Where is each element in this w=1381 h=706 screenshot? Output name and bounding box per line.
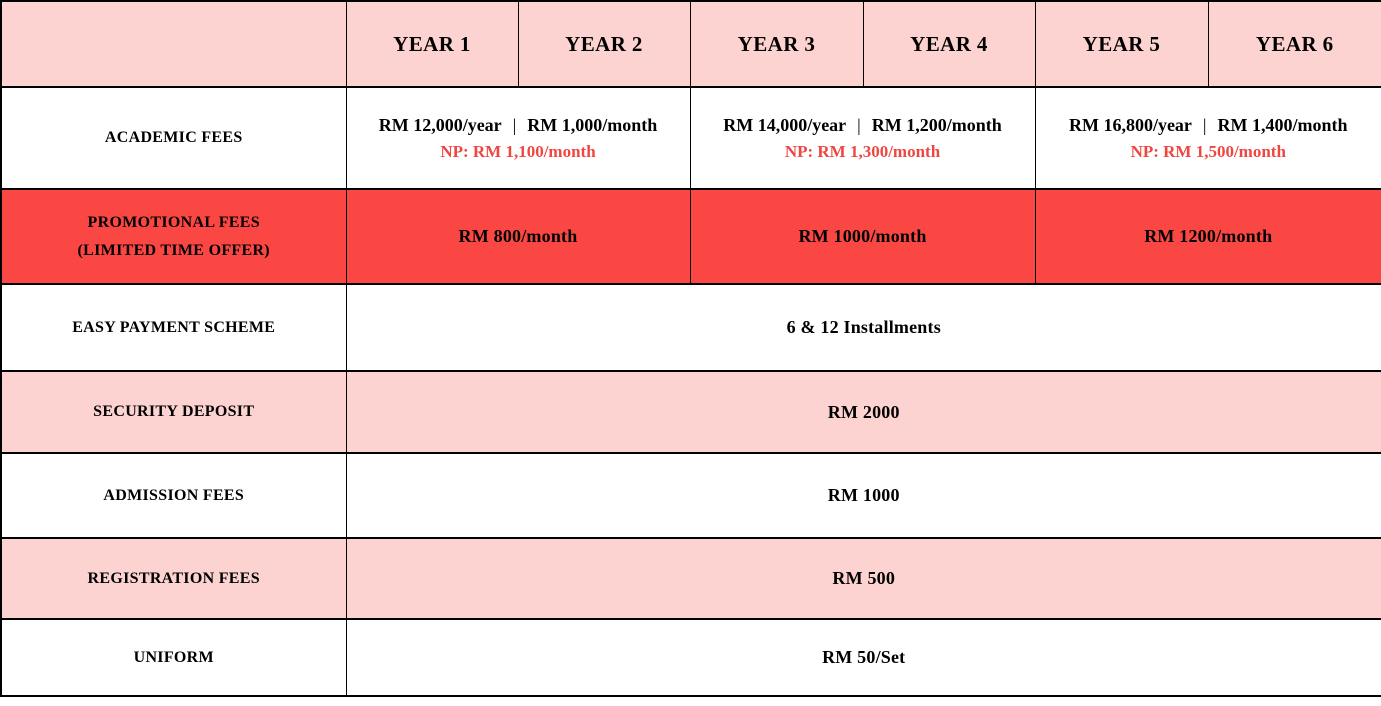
fee-monthly: RM 1,200/month — [871, 114, 1002, 135]
registration-fees-row: REGISTRATION FEES RM 500 — [0, 537, 1381, 620]
easy-payment-row: EASY PAYMENT SCHEME 6 & 12 Installments — [0, 283, 1381, 372]
admission-fees-label: ADMISSION FEES — [0, 452, 347, 539]
registration-fees-value: RM 500 — [345, 537, 1381, 620]
header-cell-year-1: YEAR 1 — [345, 0, 519, 88]
header-cell-year-6: YEAR 6 — [1207, 0, 1381, 88]
header-cell-year-2: YEAR 2 — [517, 0, 691, 88]
fee-yearly: RM 12,000/year — [378, 114, 502, 135]
academic-fee-np: NP: RM 1,500/month — [1130, 141, 1286, 161]
academic-fee-main: RM 12,000/year | RM 1,000/month — [353, 115, 684, 136]
fee-monthly: RM 1,400/month — [1217, 114, 1348, 135]
academic-fees-year-1-2: RM 12,000/year | RM 1,000/month NP: RM 1,1… — [345, 86, 691, 190]
easy-payment-value: 6 & 12 Installments — [345, 283, 1381, 372]
fee-separator: | — [1202, 114, 1207, 135]
easy-payment-label: EASY PAYMENT SCHEME — [0, 283, 347, 372]
admission-fees-value: RM 1000 — [345, 452, 1381, 539]
academic-fees-year-5-6: RM 16,800/year | RM 1,400/month NP: RM 1,5… — [1034, 86, 1381, 190]
security-deposit-value: RM 2000 — [345, 370, 1381, 454]
fee-yearly: RM 16,800/year — [1068, 114, 1192, 135]
admission-fees-row: ADMISSION FEES RM 1000 — [0, 452, 1381, 539]
security-deposit-row: SECURITY DEPOSIT RM 2000 — [0, 370, 1381, 454]
promo-label-line1: PROMOTIONAL FEES — [87, 214, 260, 232]
header-row: YEAR 1 YEAR 2 YEAR 3 YEAR 4 YEAR 5 YEAR … — [0, 0, 1381, 88]
academic-fee-main: RM 16,800/year | RM 1,400/month — [1042, 115, 1376, 136]
promo-value-year-1-2: RM 800/month — [345, 188, 691, 285]
academic-fee-main: RM 14,000/year | RM 1,200/month — [697, 115, 1029, 136]
promo-value-year-3-4: RM 1000/month — [689, 188, 1036, 285]
promo-value-year-5-6: RM 1200/month — [1034, 188, 1381, 285]
header-cell-year-4: YEAR 4 — [862, 0, 1036, 88]
fee-yearly: RM 14,000/year — [723, 114, 847, 135]
uniform-row: UNIFORM RM 50/Set — [0, 618, 1381, 697]
promotional-fees-row: PROMOTIONAL FEES (LIMITED TIME OFFER) RM… — [0, 188, 1381, 285]
registration-fees-label: REGISTRATION FEES — [0, 537, 347, 620]
security-deposit-label: SECURITY DEPOSIT — [0, 370, 347, 454]
promotional-fees-label: PROMOTIONAL FEES (LIMITED TIME OFFER) — [0, 188, 347, 285]
fee-separator: | — [512, 114, 517, 135]
fee-monthly: RM 1,000/month — [527, 114, 658, 135]
uniform-label: UNIFORM — [0, 618, 347, 697]
fee-separator: | — [857, 114, 861, 135]
academic-fees-row: ACADEMIC FEES RM 12,000/year | RM 1,000/mo… — [0, 86, 1381, 190]
header-cell-year-5: YEAR 5 — [1034, 0, 1209, 88]
header-corner-cell — [0, 0, 347, 88]
uniform-value: RM 50/Set — [345, 618, 1381, 697]
academic-fees-year-3-4: RM 14,000/year | RM 1,200/month NP: RM 1,3… — [689, 86, 1036, 190]
academic-fee-np: NP: RM 1,100/month — [440, 141, 596, 161]
promo-label-line2: (LIMITED TIME OFFER) — [77, 241, 270, 259]
header-cell-year-3: YEAR 3 — [689, 0, 864, 88]
academic-fees-label: ACADEMIC FEES — [0, 86, 347, 190]
academic-fee-np: NP: RM 1,300/month — [784, 141, 941, 161]
